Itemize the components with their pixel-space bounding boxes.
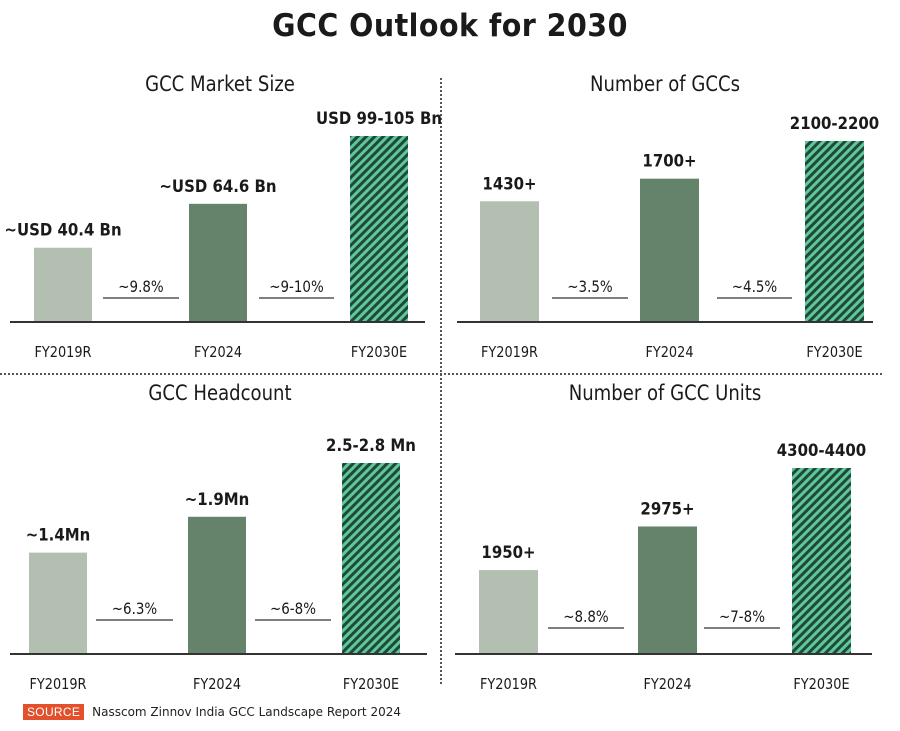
bar-fy2030e [350, 136, 408, 321]
category-label: FY2024 [643, 676, 691, 693]
cagr-label: ~8.8% [563, 608, 608, 626]
cagr-label: ~6.3% [112, 600, 157, 618]
source-badge: SOURCE [23, 704, 85, 720]
category-label: FY2030E [793, 676, 849, 693]
value-label: 1700+ [642, 151, 696, 171]
category-label: FY2019R [34, 344, 91, 361]
category-label: FY2024 [645, 344, 693, 361]
value-label: ~1.4Mn [26, 525, 91, 545]
bar-fy2019r [479, 570, 538, 653]
bar-fy2030e [342, 463, 400, 653]
bar-fy2030e [792, 468, 851, 653]
value-label: ~USD 64.6 Bn [159, 176, 276, 196]
infographic-title: GCC Outlook for 2030 [272, 8, 628, 44]
category-label: FY2030E [343, 676, 399, 693]
bar-fy2024 [638, 526, 697, 653]
category-label: FY2024 [194, 344, 242, 361]
panel-headcount: GCC Headcount [0, 376, 440, 696]
bar-fy2030e [805, 141, 864, 321]
panel-title: Number of GCC Units [568, 381, 762, 405]
value-label: 4300-4400 [777, 440, 866, 460]
cagr-label: ~9-10% [269, 278, 324, 296]
panel-market-size: GCC Market Size [0, 0, 440, 372]
panel-gcc-units: Number of GCC Units [445, 376, 885, 696]
cagr-label: ~6-8% [270, 600, 316, 618]
bar-fy2024 [189, 203, 247, 321]
bar-fy2024 [188, 516, 246, 653]
panel-title: GCC Headcount [148, 381, 292, 405]
category-label: FY2030E [351, 344, 407, 361]
source-text: Nasscom Zinnov India GCC Landscape Repor… [92, 705, 401, 719]
category-label: FY2024 [193, 676, 241, 693]
vertical-divider [440, 78, 442, 684]
cagr-label: ~3.5% [567, 278, 612, 296]
category-label: FY2019R [481, 344, 538, 361]
value-label: USD 99-105 Bn [316, 108, 442, 128]
value-label: 2975+ [640, 499, 694, 519]
source-line: SOURCE Nasscom Zinnov India GCC Landscap… [23, 704, 401, 720]
panel-title: Number of GCCs [589, 72, 741, 96]
bar-fy2019r [29, 552, 87, 653]
category-label: FY2019R [29, 676, 86, 693]
value-label: ~USD 40.4 Bn [4, 220, 121, 240]
bar-fy2019r [34, 247, 92, 321]
cagr-label: ~7-8% [719, 608, 765, 626]
bar-fy2019r [480, 201, 539, 321]
value-label: 1430+ [482, 173, 536, 193]
cagr-label: ~4.5% [732, 278, 777, 296]
panel-title: GCC Market Size [145, 72, 295, 96]
category-label: FY2030E [806, 344, 862, 361]
value-label: 2.5-2.8 Mn [326, 435, 416, 455]
cagr-label: ~9.8% [118, 278, 163, 296]
horizontal-divider [0, 373, 882, 375]
category-label: FY2019R [480, 676, 537, 693]
bar-fy2024 [640, 178, 699, 321]
value-label: 2100-2200 [790, 113, 879, 133]
value-label: 1950+ [481, 542, 535, 562]
value-label: ~1.9Mn [185, 489, 250, 509]
panel-number-of-gccs: Number of GCCs [445, 0, 885, 372]
